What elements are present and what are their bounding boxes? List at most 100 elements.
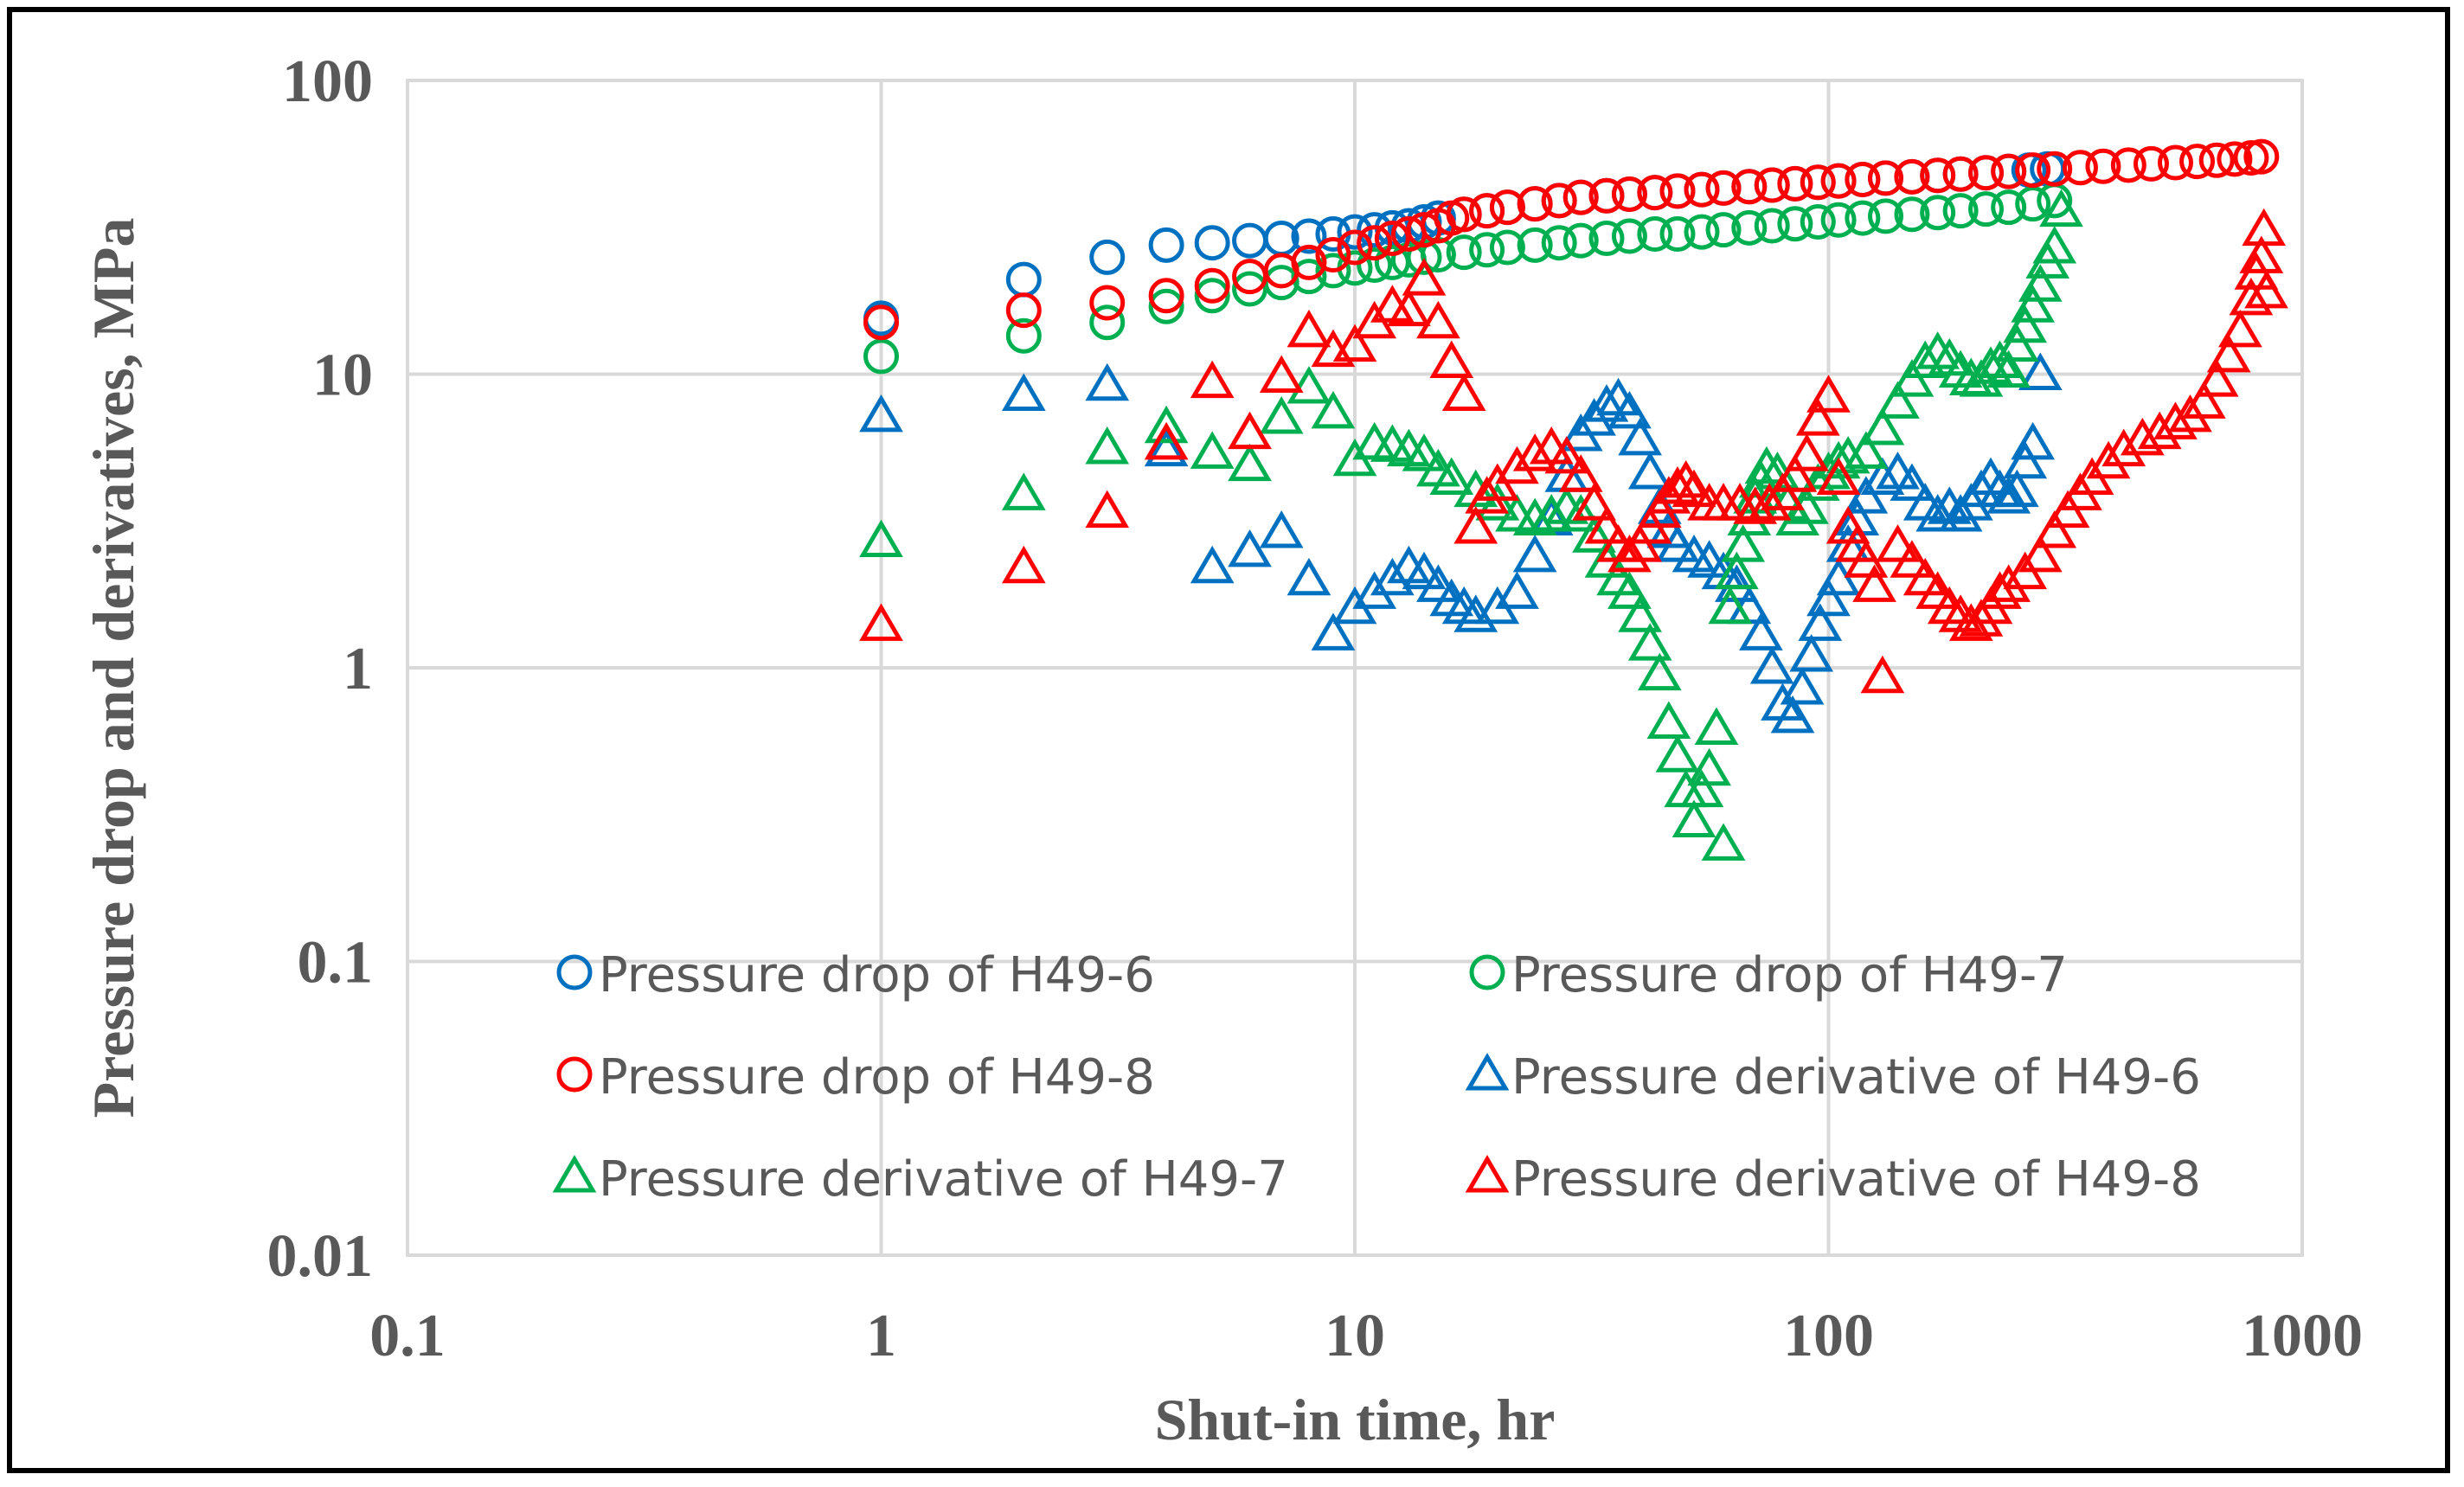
data-point [1148,227,1184,263]
data-point [1705,170,1742,206]
data-point [859,394,903,433]
data-point [1646,701,1691,740]
legend-item: Pressure drop of H49-7 [1469,947,2068,1003]
x-tick-label: 1 [866,1303,896,1369]
data-point [1465,476,1509,514]
data-point [2062,150,2098,186]
data-point [1687,747,1731,786]
data-point [1890,463,1935,501]
data-point [1968,191,2005,228]
data-point [1739,612,1783,651]
data-point [1627,452,1672,490]
data-point [1903,340,1947,378]
data-point [1868,198,1904,234]
data-point [1311,390,1356,429]
data-point [1785,433,1829,471]
data-point [1495,445,1539,484]
data-point [1747,483,1792,521]
data-point [1529,426,1574,465]
data-point [1287,309,1331,348]
data-point [1291,244,1327,280]
data-point [2037,151,2073,187]
data-point [1541,183,1577,219]
data-point [1089,304,1126,341]
data-point [1562,222,1599,259]
data-point [1446,196,1482,233]
data-point [1085,362,1130,401]
data-point [1544,435,1589,474]
data-point [1453,506,1498,544]
data-point [1920,157,1956,194]
data-point [1637,175,1673,211]
data-point [1005,317,1042,354]
legend-label: Pressure derivative of H49-7 [599,1151,1288,1208]
data-point [1089,239,1126,275]
data-point [1402,258,1447,296]
data-point [1876,524,1920,562]
x-tick-label: 0.1 [369,1303,446,1369]
data-point [1228,529,1272,567]
data-point [1800,203,1836,240]
data-point [2018,534,2063,573]
data-point [1860,457,1905,496]
data-point [1731,209,1768,246]
series-1 [863,183,2073,375]
series-group [859,138,2288,861]
data-point [1773,454,1818,492]
data-point [1835,497,1880,536]
data-point [1890,540,1935,578]
data-point [1446,234,1482,271]
data-point [1820,202,1857,238]
data-point [2194,359,2239,397]
data-point [1232,222,1268,259]
data-point [2218,309,2262,348]
data-point [2085,148,2121,184]
data-point [1512,433,1557,471]
data-point [1228,411,1272,450]
data-point [1659,173,1696,209]
data-point [1890,359,1935,397]
data-point [1627,623,1672,661]
data-point [2110,147,2146,183]
legend-item: Pressure derivative of H49-6 [1465,1049,2201,1106]
data-point [1085,490,1130,529]
data-point [1144,421,1189,460]
data-point [1429,457,1474,496]
data-point [1611,218,1647,254]
data-point [1655,524,1700,562]
legend-label: Pressure drop of H49-7 [1511,947,2068,1003]
data-point [1868,160,1904,196]
data-point [2018,352,2063,390]
data-point [1588,221,1625,257]
data-point [2121,417,2165,456]
data-point [1684,171,1720,208]
data-point [1489,189,1525,226]
data-point [1708,586,1753,625]
legend-marker [556,1056,593,1093]
data-point [1441,373,1486,411]
data-point [2133,145,2169,182]
data-point [1701,823,1746,861]
data-point [1672,469,1716,508]
data-point [1387,288,1431,327]
data-point [2239,235,2284,273]
data-point [1777,206,1813,242]
data-point [2015,152,2051,189]
data-point [1986,564,2031,602]
data-point [1607,571,1652,609]
data-point [1860,655,1905,694]
data-point [2206,334,2251,373]
data-point [1512,497,1557,536]
data-point [1558,494,1603,532]
data-point [2015,186,2051,222]
data-point [1357,225,1393,261]
y-axis-title: Pressure drop and derivatives, MPa [80,218,146,1118]
data-point [1562,179,1599,215]
data-point [1659,216,1696,253]
data-point [2032,226,2077,264]
data-point [1938,494,1983,532]
data-point [1144,428,1189,467]
data-point [1517,227,1553,263]
data-point [1687,540,1731,578]
data-point [2086,440,2131,479]
